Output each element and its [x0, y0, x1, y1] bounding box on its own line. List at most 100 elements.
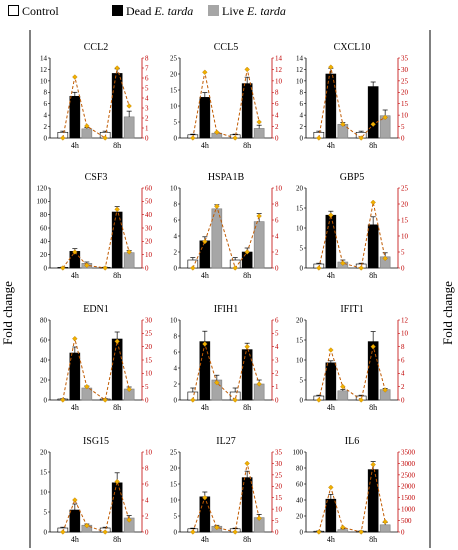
bar-dead-8h — [367, 341, 379, 401]
y-tick-label-right: 20 — [145, 343, 153, 351]
secondary-point-marker-2 — [214, 524, 220, 531]
secondary-point-marker-3 — [102, 265, 108, 271]
y-tick-label-left: 0 — [44, 396, 48, 404]
bar-dead-4h — [199, 496, 211, 533]
bar-live-8h — [123, 116, 135, 139]
secondary-point-marker-3 — [102, 397, 108, 403]
y-tick-label-right: 10 — [275, 77, 283, 85]
y-tick-label-left: 40 — [40, 356, 48, 364]
y-tick-label-left: 80 — [40, 211, 48, 219]
y-tick-label-left: 0 — [174, 528, 178, 536]
secondary-point-marker-1 — [202, 495, 208, 501]
y-tick-label-right: 0 — [401, 396, 405, 404]
bar-dead-8h — [241, 477, 253, 533]
secondary-trend-line — [192, 342, 260, 401]
y-tick-label-left: 40 — [296, 496, 304, 504]
secondary-point-marker-2 — [84, 383, 90, 390]
bar-dead-8h — [111, 338, 123, 401]
legend-swatch-control — [8, 5, 19, 16]
legend-label-control: Control — [22, 4, 59, 18]
x-tick-label-4h: 4h — [327, 271, 335, 280]
y-tick-label-right: 8 — [145, 54, 149, 62]
y-tick-label-right: 1 — [275, 383, 279, 391]
secondary-point-marker-2 — [84, 123, 90, 129]
secondary-point-marker-4 — [370, 121, 376, 127]
x-tick-label-8h: 8h — [243, 535, 251, 544]
secondary-point-marker-3 — [358, 135, 364, 141]
secondary-point-marker-3 — [232, 397, 238, 403]
y-tick-label-left: 20 — [170, 70, 178, 78]
y-tick-label-right: 10 — [401, 112, 409, 120]
x-tick-label-4h: 4h — [201, 271, 209, 280]
y-tick-label-right: 2 — [401, 383, 405, 391]
y-tick-label-right: 4 — [275, 112, 279, 120]
y-tick-label-right: 2 — [145, 114, 149, 122]
secondary-point-marker-4 — [114, 338, 120, 345]
secondary-trend-line — [62, 67, 130, 139]
x-tick-label-8h: 8h — [113, 535, 121, 544]
y-tick-label-left: 60 — [40, 336, 48, 344]
panel-title: IL27 — [216, 436, 235, 447]
y-tick-label-right: 40 — [145, 211, 153, 219]
y-tick-label-right: 3500 — [401, 448, 416, 456]
y-tick-label-right: 0 — [401, 528, 405, 536]
y-tick-label-right: 0 — [275, 396, 279, 404]
secondary-point-marker-5 — [126, 103, 132, 109]
bar-dead-8h — [111, 211, 123, 269]
y-tick-label-left: 0 — [44, 134, 48, 142]
secondary-point-marker-5 — [256, 515, 262, 521]
y-tick-label-left: 8 — [174, 200, 178, 208]
secondary-point-marker-0 — [316, 265, 322, 271]
y-tick-label-right: 3 — [145, 104, 149, 112]
y-tick-label-right: 6 — [145, 74, 149, 82]
y-tick-label-right: 5 — [145, 84, 149, 92]
y-tick-label-right: 4 — [401, 370, 405, 378]
secondary-point-marker-1 — [328, 64, 334, 70]
secondary-point-marker-3 — [232, 265, 238, 271]
secondary-point-marker-5 — [126, 386, 132, 393]
y-tick-label-left: 14 — [296, 54, 304, 62]
y-tick-label-right: 0 — [145, 264, 149, 272]
secondary-point-marker-4 — [114, 65, 120, 71]
y-tick-label-left: 8 — [44, 89, 48, 97]
y-tick-label-right: 15 — [275, 494, 283, 502]
y-tick-label-right: 12 — [401, 316, 409, 324]
y-tick-label-right: 2 — [275, 248, 279, 256]
bar-live-8h — [253, 128, 265, 139]
y-tick-label-left: 100 — [293, 448, 304, 456]
y-tick-label-right: 30 — [145, 224, 153, 232]
bar-dead-4h — [69, 352, 81, 401]
y-tick-label-right: 4 — [145, 94, 149, 102]
panel-title: ISG15 — [83, 436, 109, 447]
panel-hspa1b: HSPA1B 0 2 4 6 8 10 0 2 4 6 8 10 4h 8h — [170, 172, 283, 280]
panel-isg15: ISG15 0 5 10 15 20 0 2 4 6 8 10 4h 8h — [40, 436, 153, 544]
panel-title: EDN1 — [83, 304, 109, 315]
secondary-point-marker-5 — [256, 213, 262, 219]
y-tick-label-left: 10 — [296, 77, 304, 85]
secondary-point-marker-4 — [244, 66, 250, 73]
y-tick-label-left: 4 — [174, 364, 178, 372]
panel-title: IFIH1 — [214, 304, 238, 315]
panel-title: IFIT1 — [340, 304, 363, 315]
y-tick-label-left: 12 — [296, 66, 304, 74]
secondary-trend-line — [318, 202, 386, 269]
secondary-point-marker-2 — [214, 203, 220, 210]
y-tick-label-right: 0 — [145, 528, 149, 536]
legend-item-control: Control — [8, 4, 59, 19]
bar-dead-4h — [325, 362, 337, 401]
y-tick-label-right: 2 — [275, 370, 279, 378]
y-tick-label-right: 8 — [145, 464, 149, 472]
y-tick-label-right: 5 — [401, 123, 405, 131]
y-tick-label-left: 0 — [174, 134, 178, 142]
x-tick-label-4h: 4h — [201, 535, 209, 544]
secondary-trend-line — [318, 346, 386, 401]
panel-ccl5: CCL5 0 5 10 15 20 25 0 2 4 6 8 10 12 14 4h 8h — [170, 42, 283, 150]
y-tick-label-right: 2 — [145, 512, 149, 520]
y-tick-label-right: 5 — [275, 330, 279, 338]
secondary-point-marker-1 — [72, 74, 78, 80]
y-tick-label-left: 5 — [44, 508, 48, 516]
bar-dead-4h — [69, 509, 81, 533]
secondary-point-marker-5 — [256, 119, 262, 125]
y-tick-label-left: 5 — [174, 512, 178, 520]
